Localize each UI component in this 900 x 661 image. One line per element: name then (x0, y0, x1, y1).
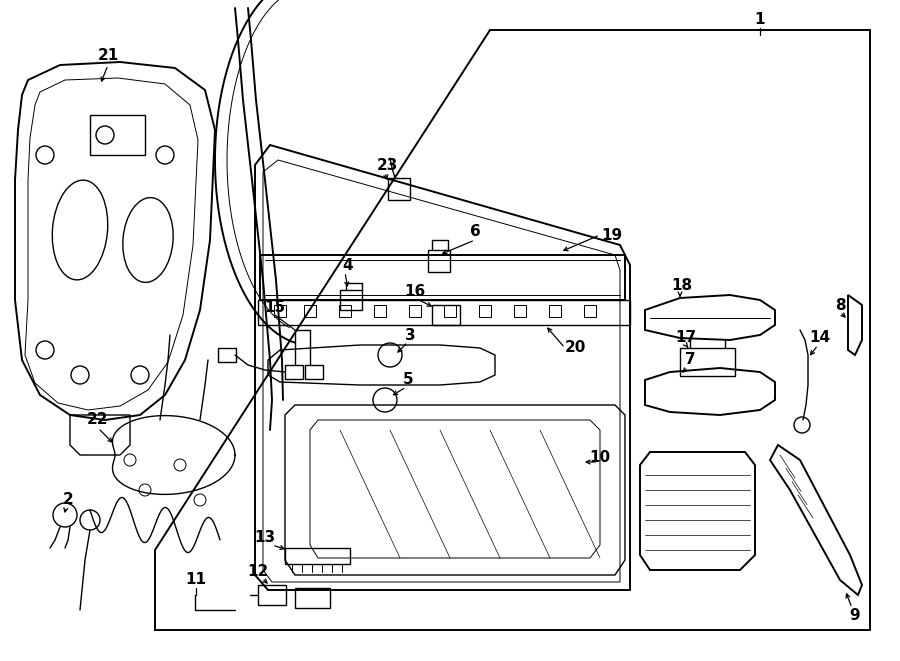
Text: 7: 7 (685, 352, 696, 368)
Text: 14: 14 (809, 330, 831, 346)
Text: 10: 10 (590, 451, 610, 465)
Text: 1: 1 (755, 13, 765, 28)
Text: 6: 6 (470, 225, 481, 239)
Text: 23: 23 (376, 157, 398, 173)
Text: 4: 4 (343, 258, 354, 272)
Text: 17: 17 (675, 330, 697, 346)
Text: 9: 9 (850, 607, 860, 623)
Text: 15: 15 (265, 301, 285, 315)
Text: 16: 16 (404, 284, 426, 299)
Text: 5: 5 (402, 373, 413, 387)
Text: 20: 20 (564, 340, 586, 356)
Text: 11: 11 (185, 572, 206, 588)
Text: 19: 19 (601, 227, 623, 243)
Text: 13: 13 (255, 531, 275, 545)
Text: 3: 3 (405, 327, 415, 342)
Text: 2: 2 (63, 492, 74, 508)
Text: 21: 21 (97, 48, 119, 63)
Text: 22: 22 (87, 412, 109, 428)
Text: 18: 18 (671, 278, 693, 293)
Text: 12: 12 (248, 564, 268, 580)
Text: 8: 8 (834, 297, 845, 313)
